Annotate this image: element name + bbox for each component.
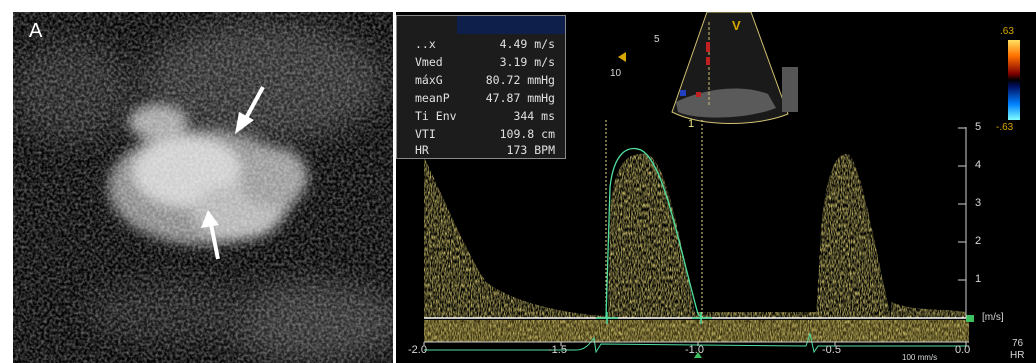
measurement-header-bar xyxy=(457,16,565,34)
measurement-row: VTI 109.8 cm xyxy=(415,127,555,141)
sector-thumbnail xyxy=(618,12,798,124)
y-tick-label: 4 xyxy=(975,159,982,171)
echo-image xyxy=(13,12,393,363)
hr-value: 76 xyxy=(1012,338,1024,349)
x-tick-label: -1.5 xyxy=(548,344,567,356)
measurement-box: ..x 4.49 m/s Vmed 3.19 m/s máxG 80.72 mm… xyxy=(396,15,566,159)
y-tick-label: 2 xyxy=(975,235,982,247)
y-tick-label: 3 xyxy=(975,197,982,209)
x-tick-label: -1.0 xyxy=(685,344,704,356)
doppler-panel: B ..x 4.49 m/s Vmed 3.19 m/s máxG 80.72 … xyxy=(396,12,1036,363)
echo-image-panel: A xyxy=(13,12,393,363)
measurement-row: ..x 4.49 m/s xyxy=(415,37,555,51)
x-tick-label: -2.0 xyxy=(408,344,427,356)
sector-label-v: V xyxy=(732,18,741,33)
measurement-row: Ti Env 344 ms xyxy=(415,109,555,123)
measurement-row: HR 173 BPM xyxy=(415,143,555,157)
depth-label-10: 10 xyxy=(610,68,622,79)
y-tick-label: 1 xyxy=(975,273,982,285)
y-unit-label: [m/s] xyxy=(982,312,1004,323)
doppler-spectrum xyxy=(423,12,1020,358)
y-tick-label: 5 xyxy=(975,121,982,133)
measurement-row: máxG 80.72 mmHg xyxy=(415,73,555,87)
measurement-row: meanP 47.87 mmHg xyxy=(415,91,555,105)
arrow-upper xyxy=(235,86,265,134)
sweep-speed-label: 100 mm/s xyxy=(902,353,938,362)
arrow-lower xyxy=(201,210,220,260)
x-tick-label: -0.5 xyxy=(822,344,841,356)
measurement-row: Vmed 3.19 m/s xyxy=(415,55,555,69)
color-scale-top-label: .63 xyxy=(1000,26,1014,37)
depth-label-5: 5 xyxy=(654,34,660,45)
panel-label-a: A xyxy=(29,20,43,42)
cursor-label: 1 xyxy=(688,118,695,130)
color-scale-bar xyxy=(1008,40,1020,120)
color-scale-bottom-label: -.63 xyxy=(996,122,1014,133)
x-tick-label: 0.0 xyxy=(955,344,971,356)
hr-label: HR xyxy=(1010,350,1025,361)
